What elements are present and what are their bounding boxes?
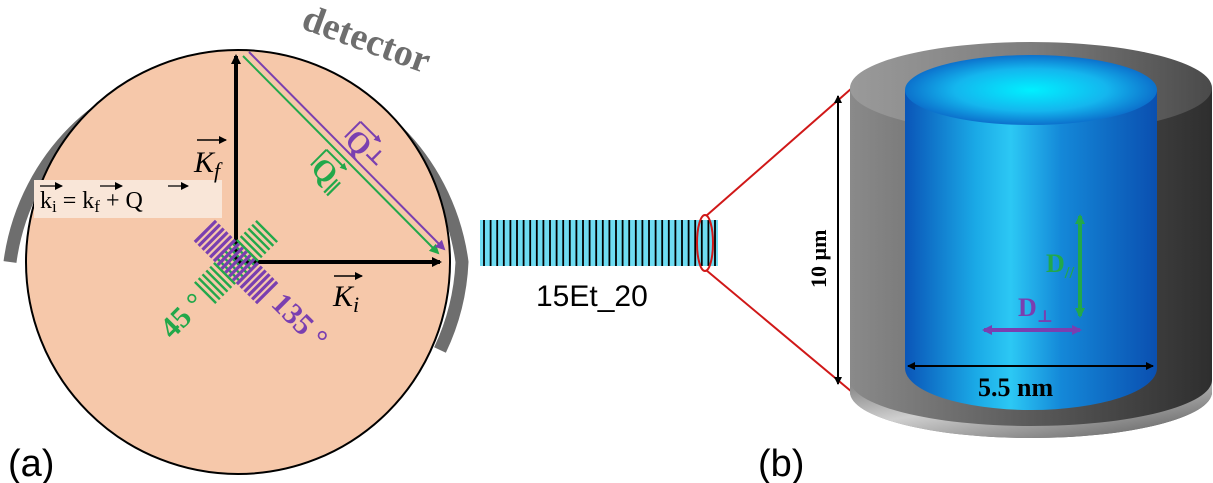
grating-135-line — [231, 257, 256, 282]
panel-a-label: (a) — [8, 443, 54, 483]
d-parallel-label: D// — [1046, 249, 1075, 282]
grating-135-line — [212, 238, 237, 263]
q-perp-arrow — [248, 51, 446, 251]
grating-135-line — [235, 261, 260, 286]
grating-135-line — [201, 227, 225, 251]
grating-45-line — [205, 269, 229, 293]
grating-45-line — [193, 281, 217, 305]
grating-45-line — [243, 231, 267, 255]
grating-135-line — [224, 250, 248, 274]
pore-body — [905, 90, 1157, 410]
grating-45-line — [247, 227, 271, 251]
ki-label: Ki — [332, 272, 363, 317]
zoom-line-top — [705, 87, 853, 217]
pore-top-opening — [905, 55, 1157, 125]
grating-135-line — [197, 223, 222, 248]
grating-135-line — [205, 231, 229, 255]
grating-135-line — [239, 265, 264, 290]
grating-135-line — [208, 234, 233, 259]
grating-135-line — [193, 219, 218, 244]
grating-45-line — [197, 277, 221, 301]
grating-135 — [193, 219, 279, 305]
zoom-ellipse — [696, 214, 714, 272]
equation-box — [34, 180, 222, 218]
grating-135-line — [228, 254, 252, 278]
grating-45-line — [209, 265, 233, 289]
grating-45-line — [251, 223, 275, 247]
grating-135-line — [250, 276, 275, 301]
panel-b-label: (b) — [758, 443, 804, 483]
height-label: 10 µm — [806, 229, 831, 288]
grating-45-line — [236, 239, 259, 262]
sample-strip: 15Et_20 — [480, 214, 718, 313]
grating-45-line — [255, 219, 279, 243]
kf-label: Kf — [193, 136, 227, 183]
cylinder-bottom-band — [850, 380, 1212, 438]
sample-rect — [480, 220, 718, 266]
zoom-line-bottom — [705, 269, 853, 393]
diameter-label: 5.5 nm — [978, 373, 1053, 402]
q-parallel-arrow — [242, 55, 440, 255]
sample-label: 15Et_20 — [536, 280, 648, 313]
equation: ki = kf + Q — [40, 182, 189, 216]
grating-45-line — [213, 262, 236, 285]
grating-135-line — [220, 246, 244, 270]
panel-a: detector ki = kf + Q Kf Ki — [3, 0, 469, 483]
svg-text:Ki: Ki — [332, 280, 359, 317]
d-perp-label: D⊥ — [1018, 293, 1053, 326]
grating-135-line — [254, 280, 279, 305]
svg-text:ki = kf + Q: ki = kf + Q — [40, 188, 143, 216]
grating-135-line — [247, 273, 271, 297]
grating-45-line — [201, 273, 225, 297]
grating-135-line — [216, 242, 241, 267]
svg-text:Kf: Kf — [193, 146, 223, 183]
grating-135-line — [243, 269, 267, 293]
grating-45-line — [239, 235, 263, 259]
panel-b: 10 µm 5.5 nm D// D⊥ (b) — [758, 42, 1212, 483]
